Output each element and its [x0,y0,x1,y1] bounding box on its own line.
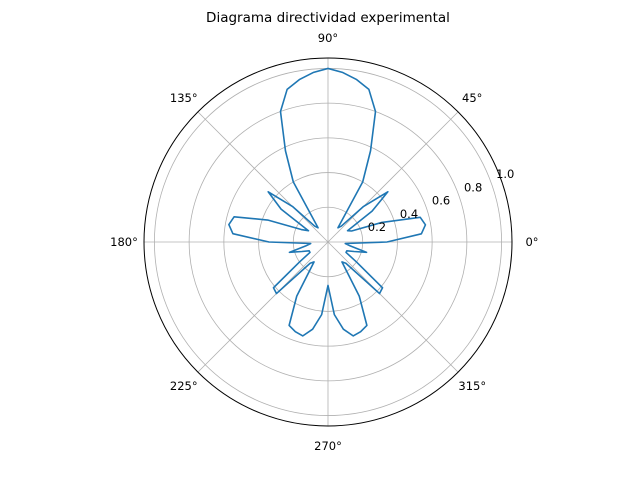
polar-frame [143,57,513,427]
r-tick-label: 0.2 [368,220,386,234]
r-tick-label: 1.0 [496,167,514,181]
theta-gridline-135 [197,111,329,243]
theta-tick-label: 0° [525,235,538,249]
r-tick-label: 0.4 [400,207,418,221]
theta-tick-label: 270° [314,439,342,453]
theta-tick-label: 90° [318,31,338,45]
r-tick-label: 0.6 [432,194,450,208]
theta-tick-label: 315° [458,379,486,393]
polar-grid [144,58,512,426]
theta-gridline-315 [327,241,459,373]
theta-tick-label: 180° [110,235,138,249]
tick-labels: 0° 45° 90° 135° 180° 225° 270° 315° 0.2 0.4 0.6 0.8… [110,31,538,453]
theta-gridline-225 [197,241,329,373]
chart-title: Diagrama directividad experimental [206,10,450,26]
theta-tick-label: 45° [462,91,482,105]
theta-gridline-45 [327,111,459,243]
r-tick-label: 0.8 [464,180,482,194]
series-layer [228,67,427,337]
theta-tick-label: 225° [170,379,198,393]
series-line-0 [228,67,427,337]
theta-tick-label: 135° [170,91,198,105]
